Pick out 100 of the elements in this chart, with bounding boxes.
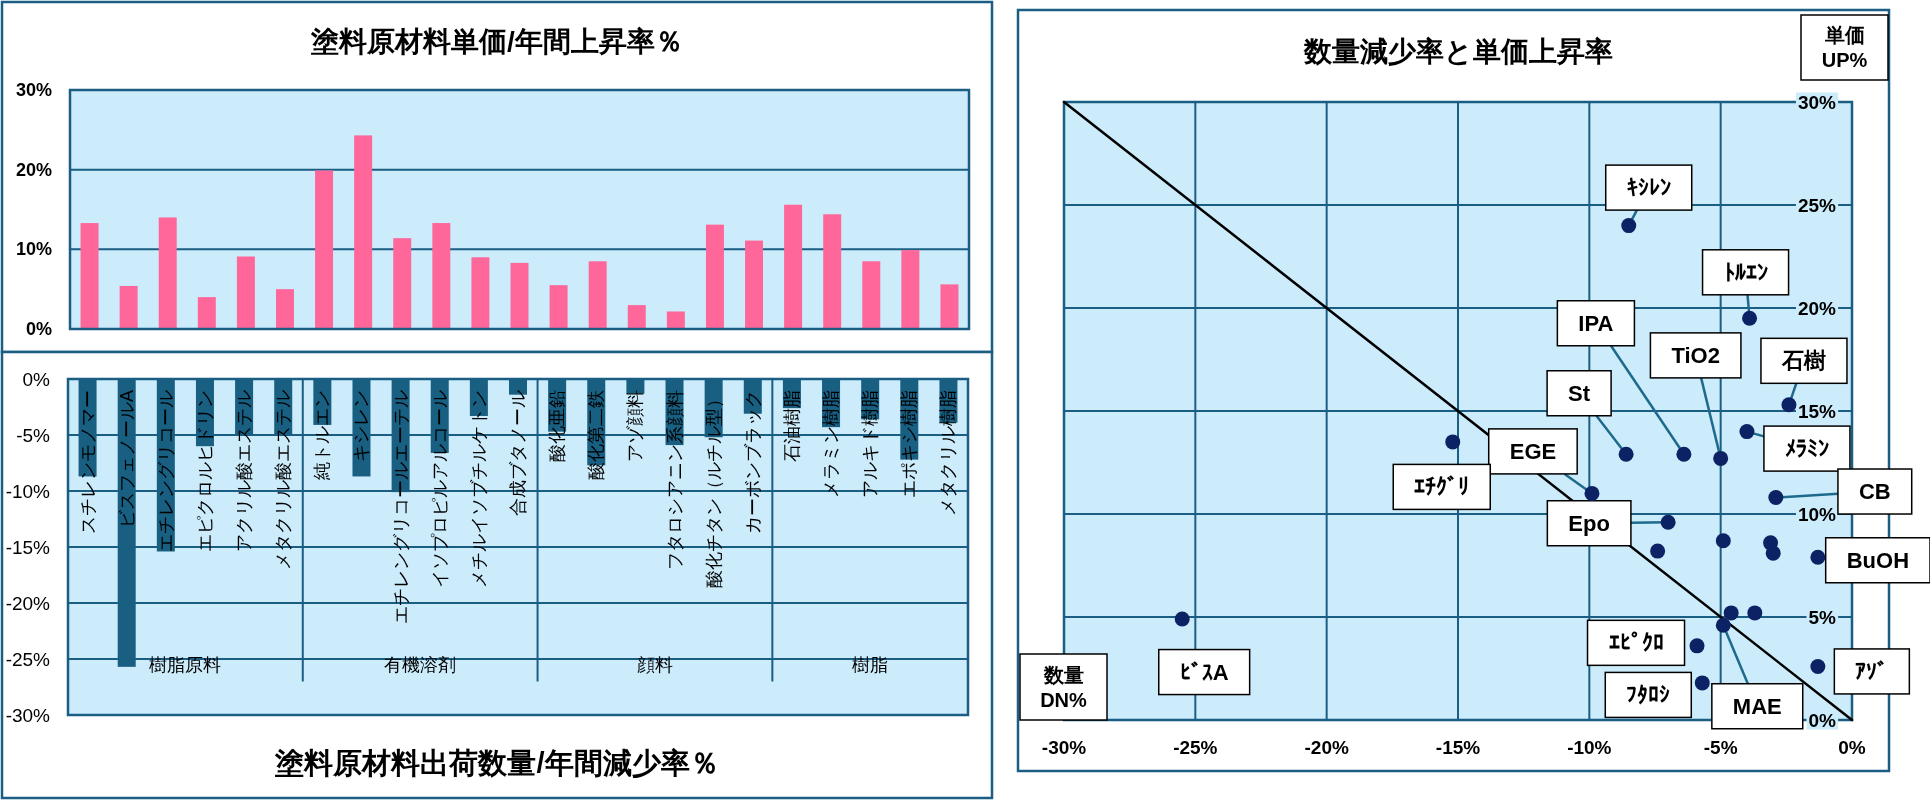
point [1174,611,1190,627]
y-tick-label: 20% [15,159,52,180]
bar [745,240,764,329]
annotation: EGE [1509,438,1557,464]
bar [354,135,373,329]
annotation: ｷｼﾚﾝ [1626,175,1671,201]
annotation: IPA [1578,310,1614,336]
y-tick-label: 30% [15,80,52,100]
bar [588,261,607,329]
bar [315,170,334,329]
y-tick-label: 5% [1808,606,1837,628]
annotation: ﾄﾙｴﾝ [1723,259,1768,285]
bar [862,261,881,329]
x-tick-label: メチルイソブチルケトン [468,390,489,588]
x-tick-label: アルキド樹脂 [860,390,881,498]
x-tick-label: 合成ブタノール [508,390,528,516]
x-tick-label: フタロシアニン系顔料 [664,390,685,570]
bar [784,204,803,329]
x-tick-label: 酸化亜鉛 [547,390,568,462]
annotation: ｱｿﾞ [1855,658,1889,684]
x-tick-label: エポキシ樹脂 [899,390,920,498]
point [1650,543,1666,559]
point [1810,658,1826,674]
y-tick-label: 10% [15,239,52,260]
x-tick-label: カーボンブラック [742,390,763,534]
point [1747,605,1763,621]
annotation: ﾒﾗﾐﾝ [1784,436,1829,462]
annotation: 顔料 [636,654,673,675]
y-tick-label: 0% [1808,709,1837,731]
bar [432,223,451,329]
y-tick-label: -25% [5,648,51,670]
x-tick-label: 0% [1838,736,1866,758]
y-tick-label: 30% [1797,91,1837,113]
bar [510,262,529,329]
bar [940,284,959,329]
x-tick-label: アクリル酸エステル [234,390,255,552]
bar [823,214,842,329]
point [1810,549,1826,565]
bar [80,223,99,329]
annotation: TiO2 [1671,342,1720,368]
x-tick-label: 純トルエン [312,390,333,480]
bar [901,250,920,329]
point [1723,605,1739,621]
x-tick-label: キシレン [351,390,372,462]
annotation: MAE [1732,693,1782,719]
bar [275,289,294,329]
point [1621,218,1637,234]
annotation: ｴﾋﾟｸﾛ [1608,630,1664,656]
annotation: ﾋﾞｽA [1179,659,1229,685]
x-tick-label: スチレンモノマー [77,390,98,534]
x-tick-label: エチレングリコールエーテル [390,390,411,624]
point [1739,424,1755,440]
x-tick-label: メタクリル樹脂 [938,390,959,516]
point [1713,450,1729,466]
text: 塗料原材料出荷数量/年間減少率％ [274,747,719,779]
point [1742,310,1758,326]
x-tick-label: -25% [1173,736,1218,758]
point [1765,545,1781,561]
x-tick-label: -10% [1567,736,1612,758]
bar [236,256,255,329]
annotation: Epo [1568,510,1610,536]
annotation: 石樹 [1780,348,1826,374]
point [1694,675,1710,691]
point [1660,514,1676,530]
annotation: 樹脂原料 [149,654,222,675]
y-tick-label: 10% [1797,503,1837,525]
point [1715,533,1731,549]
x-tick-label: ビスフェノールA [116,390,137,529]
x-axis-title: 数量 DN% [1040,663,1088,711]
x-tick-label: イソプロピルアルコール [429,390,450,588]
x-tick-label: アゾ顔料 [625,390,646,462]
annotation: 有機溶剤 [384,654,457,675]
y-tick-label: 0% [25,319,52,339]
annotation: ｴﾁｸﾞﾘ [1414,474,1470,500]
point [1781,397,1797,413]
bar [549,285,568,329]
bar [197,297,216,329]
x-tick-label: メラミン樹脂 [821,390,842,498]
annotation: CB [1858,479,1891,505]
x-tick-label: エピクロルヒドリン [194,390,215,552]
x-tick-label: -20% [1304,736,1349,758]
annotation: ﾌﾀﾛｼ [1626,682,1671,708]
y-tick-label: -20% [5,592,51,614]
x-tick-label: 石油樹脂 [781,390,802,462]
annotation: St [1568,380,1591,406]
x-tick-label: -15% [1435,736,1481,758]
bar [393,238,412,329]
chart-title: 塗料原材料単価/年間上昇率％ [310,25,683,57]
bar [158,217,177,329]
y-tick-label: 25% [1797,194,1837,216]
point [1768,490,1784,506]
y-axis-title: 単価 UP% [1821,24,1868,71]
y-tick-label: 20% [1797,297,1837,319]
bar [666,311,685,329]
x-tick-label: 酸化チタン（ルチル型） [703,390,724,588]
point [1715,617,1731,633]
annotation: BuOH [1846,547,1910,573]
y-tick-label: 0% [22,368,51,390]
x-tick-label: -30% [1041,736,1087,758]
point [1676,446,1692,462]
